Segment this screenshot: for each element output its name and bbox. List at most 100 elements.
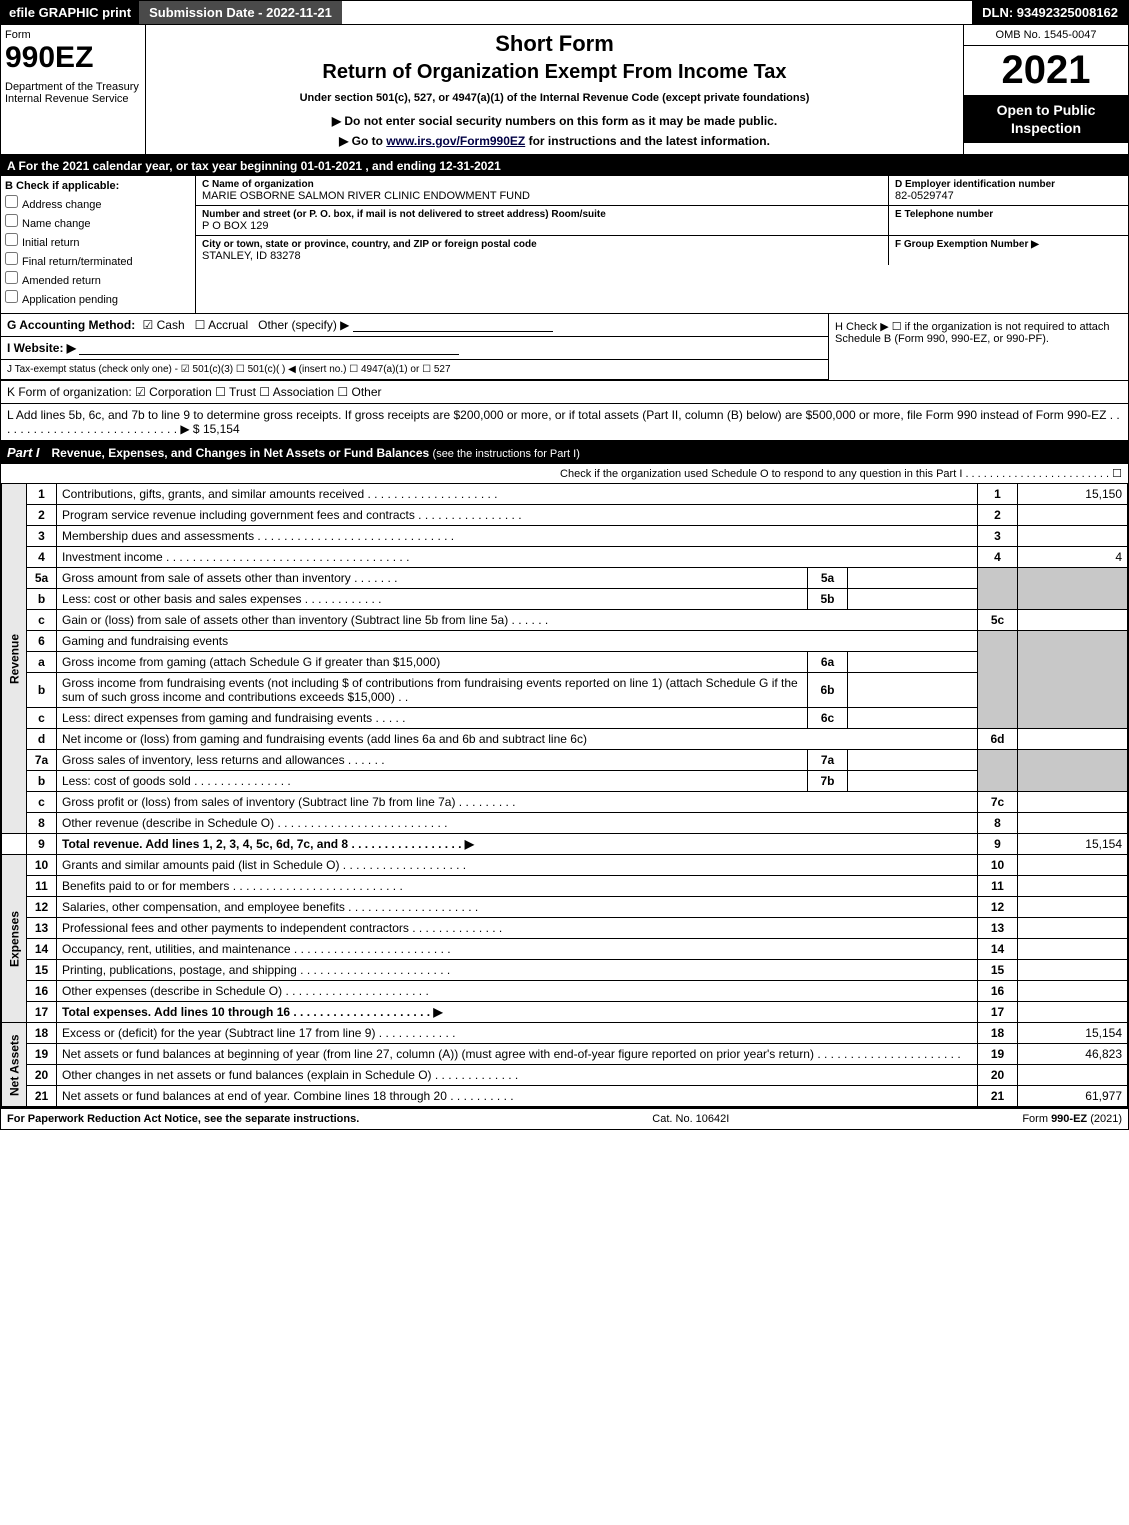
checkbox-group: Address change Name change Initial retur… — [5, 195, 191, 306]
line-5c-desc: Gain or (loss) from sale of assets other… — [57, 610, 978, 631]
chk-pending[interactable]: Application pending — [5, 290, 191, 306]
line-20-num: 20 — [27, 1065, 57, 1086]
line-11-desc: Benefits paid to or for members . . . . … — [57, 876, 978, 897]
chk-input-2[interactable] — [5, 233, 18, 246]
line-8-desc: Other revenue (describe in Schedule O) .… — [57, 813, 978, 834]
line-7b-sub: 7b — [808, 771, 848, 792]
chk-input-0[interactable] — [5, 195, 18, 208]
line-6a-sub: 6a — [808, 652, 848, 673]
i-label: I Website: ▶ — [7, 341, 76, 355]
chk-initial-return[interactable]: Initial return — [5, 233, 191, 249]
line-12-col: 12 — [978, 897, 1018, 918]
short-form-label: Short Form — [150, 31, 959, 57]
line-5c-col: 5c — [978, 610, 1018, 631]
topbar: efile GRAPHIC print Submission Date - 20… — [1, 1, 1128, 24]
footer-catno: Cat. No. 10642I — [652, 1113, 729, 1125]
line-14-num: 14 — [27, 939, 57, 960]
row-k: K Form of organization: ☑ Corporation ☐ … — [1, 381, 1128, 404]
e-label: E Telephone number — [895, 209, 1122, 220]
line-16-desc: Other expenses (describe in Schedule O) … — [57, 981, 978, 1002]
line-5a-sub: 5a — [808, 568, 848, 589]
shade-7 — [978, 750, 1018, 792]
line-1-amt: 15,150 — [1018, 484, 1128, 505]
line-9-col: 9 — [978, 834, 1018, 855]
line-3-num: 3 — [27, 526, 57, 547]
part1-table: Revenue 1 Contributions, gifts, grants, … — [1, 483, 1128, 1107]
line-7b-num: b — [27, 771, 57, 792]
goto-post: for instructions and the latest informat… — [525, 134, 770, 148]
line-5a-subval — [848, 568, 978, 589]
sidebar-expenses: Expenses — [2, 855, 27, 1023]
part1-label: Part I — [7, 445, 40, 460]
chk-final-return[interactable]: Final return/terminated — [5, 252, 191, 268]
g-other: Other (specify) ▶ — [258, 318, 349, 332]
line-6d-col: 6d — [978, 729, 1018, 750]
section-c-city: City or town, state or province, country… — [196, 236, 888, 265]
section-b: B Check if applicable: Address change Na… — [1, 176, 196, 313]
shade-5-amt — [1018, 568, 1128, 610]
c-name-label: C Name of organization — [202, 179, 882, 190]
l-text: L Add lines 5b, 6c, and 7b to line 9 to … — [7, 408, 1120, 436]
line-14-col: 14 — [978, 939, 1018, 960]
goto-link[interactable]: www.irs.gov/Form990EZ — [386, 134, 525, 148]
line-20-col: 20 — [978, 1065, 1018, 1086]
line-12-desc: Salaries, other compensation, and employ… — [57, 897, 978, 918]
section-d: D Employer identification number 82-0529… — [888, 176, 1128, 205]
form-title: Return of Organization Exempt From Incom… — [150, 61, 959, 84]
ein-value: 82-0529747 — [895, 190, 1122, 202]
line-5c-amt — [1018, 610, 1128, 631]
line-6b-num: b — [27, 673, 57, 708]
line-17-desc: Total expenses. Add lines 10 through 16 … — [57, 1002, 978, 1023]
line-13-num: 13 — [27, 918, 57, 939]
row-i: I Website: ▶ — [1, 337, 828, 360]
chk-address-change[interactable]: Address change — [5, 195, 191, 211]
line-5b-subval — [848, 589, 978, 610]
l-amount: 15,154 — [203, 422, 240, 436]
line-19-col: 19 — [978, 1044, 1018, 1065]
line-13-desc: Professional fees and other payments to … — [57, 918, 978, 939]
line-3-col: 3 — [978, 526, 1018, 547]
line-16-col: 16 — [978, 981, 1018, 1002]
section-g-h-i-j: G Accounting Method: ☑ Cash ☐ Accrual Ot… — [1, 314, 1128, 381]
sidebar-netassets: Net Assets — [2, 1023, 27, 1107]
chk-input-1[interactable] — [5, 214, 18, 227]
line-11-amt — [1018, 876, 1128, 897]
chk-input-4[interactable] — [5, 271, 18, 284]
chk-input-5[interactable] — [5, 290, 18, 303]
line-8-amt — [1018, 813, 1128, 834]
line-19-desc: Net assets or fund balances at beginning… — [57, 1044, 978, 1065]
sidebar-revenue: Revenue — [2, 484, 27, 834]
line-5c-num: c — [27, 610, 57, 631]
omb-number: OMB No. 1545-0047 — [964, 25, 1128, 46]
line-3-amt — [1018, 526, 1128, 547]
website-line — [79, 343, 459, 355]
row-g: G Accounting Method: ☑ Cash ☐ Accrual Ot… — [1, 314, 828, 337]
line-9-desc: Total revenue. Add lines 1, 2, 3, 4, 5c,… — [57, 834, 978, 855]
section-c-name: C Name of organization MARIE OSBORNE SAL… — [196, 176, 888, 205]
f-label: F Group Exemption Number ▶ — [895, 239, 1122, 250]
shade-6 — [978, 631, 1018, 729]
line-9-num: 9 — [27, 834, 57, 855]
line-7b-desc: Less: cost of goods sold . . . . . . . .… — [57, 771, 808, 792]
chk-amended[interactable]: Amended return — [5, 271, 191, 287]
line-1-desc: Contributions, gifts, grants, and simila… — [57, 484, 978, 505]
line-10-amt — [1018, 855, 1128, 876]
submission-date: Submission Date - 2022-11-21 — [139, 1, 342, 24]
org-name: MARIE OSBORNE SALMON RIVER CLINIC ENDOWM… — [202, 190, 882, 202]
form-page: efile GRAPHIC print Submission Date - 20… — [0, 0, 1129, 1130]
header-middle: Short Form Return of Organization Exempt… — [146, 25, 963, 154]
c-addr-label: Number and street (or P. O. box, if mail… — [202, 209, 882, 220]
c-city-label: City or town, state or province, country… — [202, 239, 882, 250]
footer-right: Form 990-EZ (2021) — [1022, 1113, 1122, 1125]
line-10-desc: Grants and similar amounts paid (list in… — [57, 855, 978, 876]
section-h: H Check ▶ ☐ if the organization is not r… — [828, 314, 1128, 380]
line-12-num: 12 — [27, 897, 57, 918]
line-15-desc: Printing, publications, postage, and shi… — [57, 960, 978, 981]
line-2-desc: Program service revenue including govern… — [57, 505, 978, 526]
notice-ssn: ▶ Do not enter social security numbers o… — [150, 114, 959, 128]
chk-input-3[interactable] — [5, 252, 18, 265]
chk-name-change[interactable]: Name change — [5, 214, 191, 230]
line-6-desc: Gaming and fundraising events — [57, 631, 978, 652]
line-15-amt — [1018, 960, 1128, 981]
line-4-num: 4 — [27, 547, 57, 568]
